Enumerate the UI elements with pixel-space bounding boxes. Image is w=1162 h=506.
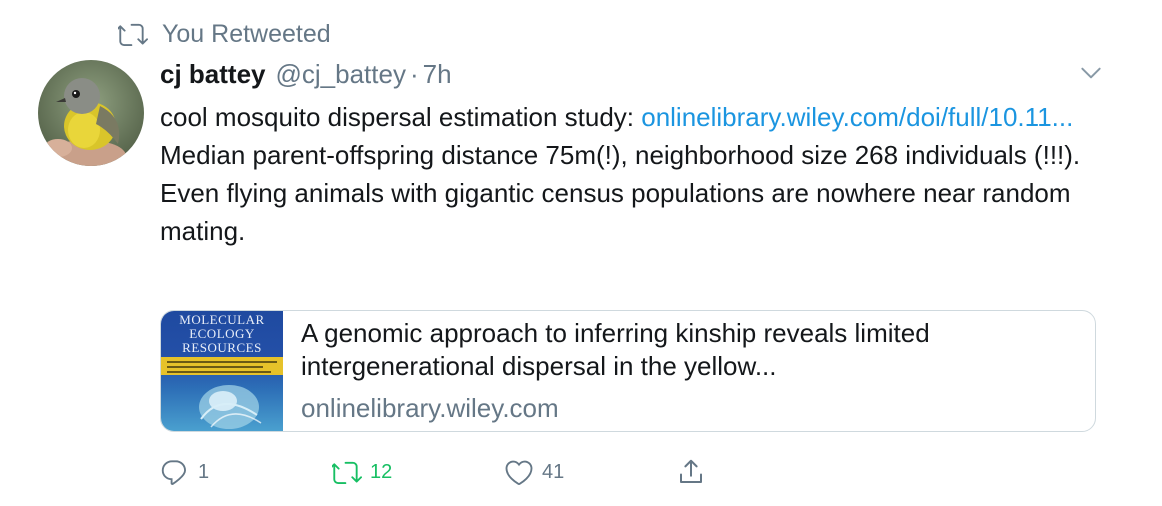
card-title: A genomic approach to inferring kinship … [301, 318, 930, 381]
tweet-header: cj battey @cj_battey · 7h [160, 54, 452, 94]
tweet-line-1: cool mosquito dispersal estimation study… [160, 98, 1095, 136]
display-name[interactable]: cj battey [160, 58, 266, 89]
journal-title-line: RESOURCES [182, 340, 262, 355]
retweet-icon [118, 23, 148, 46]
like-count: 41 [542, 460, 565, 483]
reply-icon [161, 460, 186, 485]
user-handle[interactable]: @cj_battey [275, 58, 406, 89]
tweet-body: Median parent-offspring distance 75m(!),… [160, 140, 1081, 246]
heart-icon [505, 460, 533, 485]
card-body: A genomic approach to inferring kinship … [283, 311, 1095, 431]
reply-count: 1 [198, 460, 210, 483]
share-button[interactable] [676, 452, 706, 492]
avatar[interactable] [38, 60, 144, 166]
tweet-link[interactable]: onlinelibrary.wiley.com/doi/full/10.11..… [641, 102, 1074, 132]
reply-button[interactable]: 1 [160, 452, 209, 492]
tweet-text: cool mosquito dispersal estimation study… [160, 98, 1095, 250]
retweet-context: You Retweeted [118, 16, 331, 52]
card-domain: onlinelibrary.wiley.com [301, 393, 559, 423]
share-icon [680, 459, 702, 483]
journal-cover-title: MOLECULAR ECOLOGY RESOURCES [161, 311, 283, 355]
timestamp[interactable]: 7h [422, 58, 452, 89]
link-card[interactable]: MOLECULAR ECOLOGY RESOURCES A genomic ap… [160, 310, 1096, 432]
avatar-image [38, 60, 144, 166]
retweet-icon [332, 461, 362, 484]
journal-title-line: ECOLOGY [189, 326, 255, 341]
like-button[interactable]: 41 [504, 452, 564, 492]
retweet-context-label: You Retweeted [162, 19, 331, 48]
separator-dot: · [409, 58, 419, 89]
retweet-count: 12 [370, 460, 393, 483]
retweet-button[interactable]: 12 [332, 452, 392, 492]
journal-cover-art [161, 357, 283, 429]
tweet-intro: cool mosquito dispersal estimation study… [160, 102, 642, 132]
chevron-down-icon[interactable] [1078, 60, 1104, 86]
tweet-actions: 1 12 41 [160, 452, 720, 492]
journal-title-line: MOLECULAR [179, 312, 265, 327]
card-thumbnail: MOLECULAR ECOLOGY RESOURCES [161, 311, 283, 431]
